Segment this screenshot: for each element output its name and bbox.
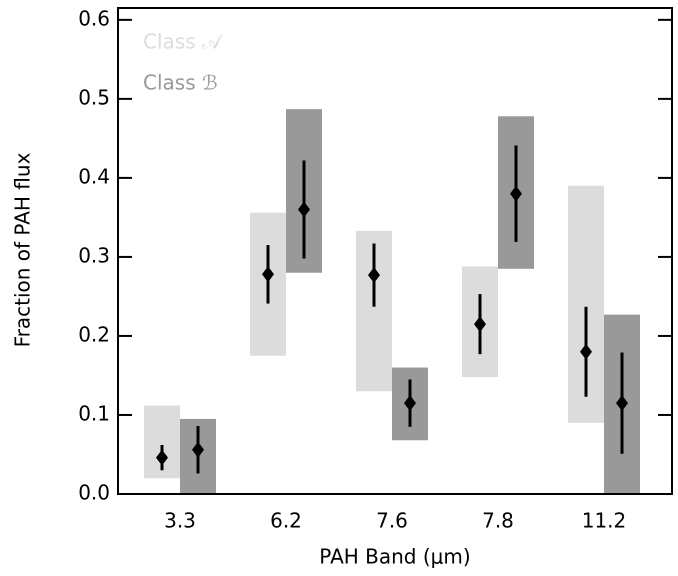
plot-frame [117, 7, 673, 495]
x-tick-label: 6.2 [270, 509, 302, 533]
legend-label: Class 𝒜 [143, 30, 223, 54]
legend-label: Class ℬ [143, 71, 218, 95]
point [404, 395, 416, 412]
x-axis-label: PAH Band (μm) [319, 545, 470, 569]
point [192, 441, 204, 458]
x-tick-label: 7.6 [376, 509, 408, 533]
point [510, 185, 522, 202]
point [580, 343, 592, 360]
point [298, 201, 310, 218]
y-tick-label: 0.4 [78, 164, 110, 188]
point [368, 267, 380, 284]
point [262, 266, 274, 283]
x-tick-label: 7.8 [482, 509, 514, 533]
x-tick-label: 3.3 [164, 509, 196, 533]
point [616, 395, 628, 412]
point [474, 316, 486, 333]
y-tick-label: 0.1 [78, 401, 110, 425]
y-tick-label: 0.6 [78, 6, 110, 30]
y-axis-label: Fraction of PAH flux [11, 152, 35, 347]
y-tick-label: 0.2 [78, 322, 110, 346]
point [156, 449, 168, 466]
y-tick-label: 0.0 [78, 481, 110, 505]
y-tick-label: 0.3 [78, 243, 110, 267]
x-tick-label: 11.2 [582, 509, 627, 533]
y-tick-label: 0.5 [78, 85, 110, 109]
